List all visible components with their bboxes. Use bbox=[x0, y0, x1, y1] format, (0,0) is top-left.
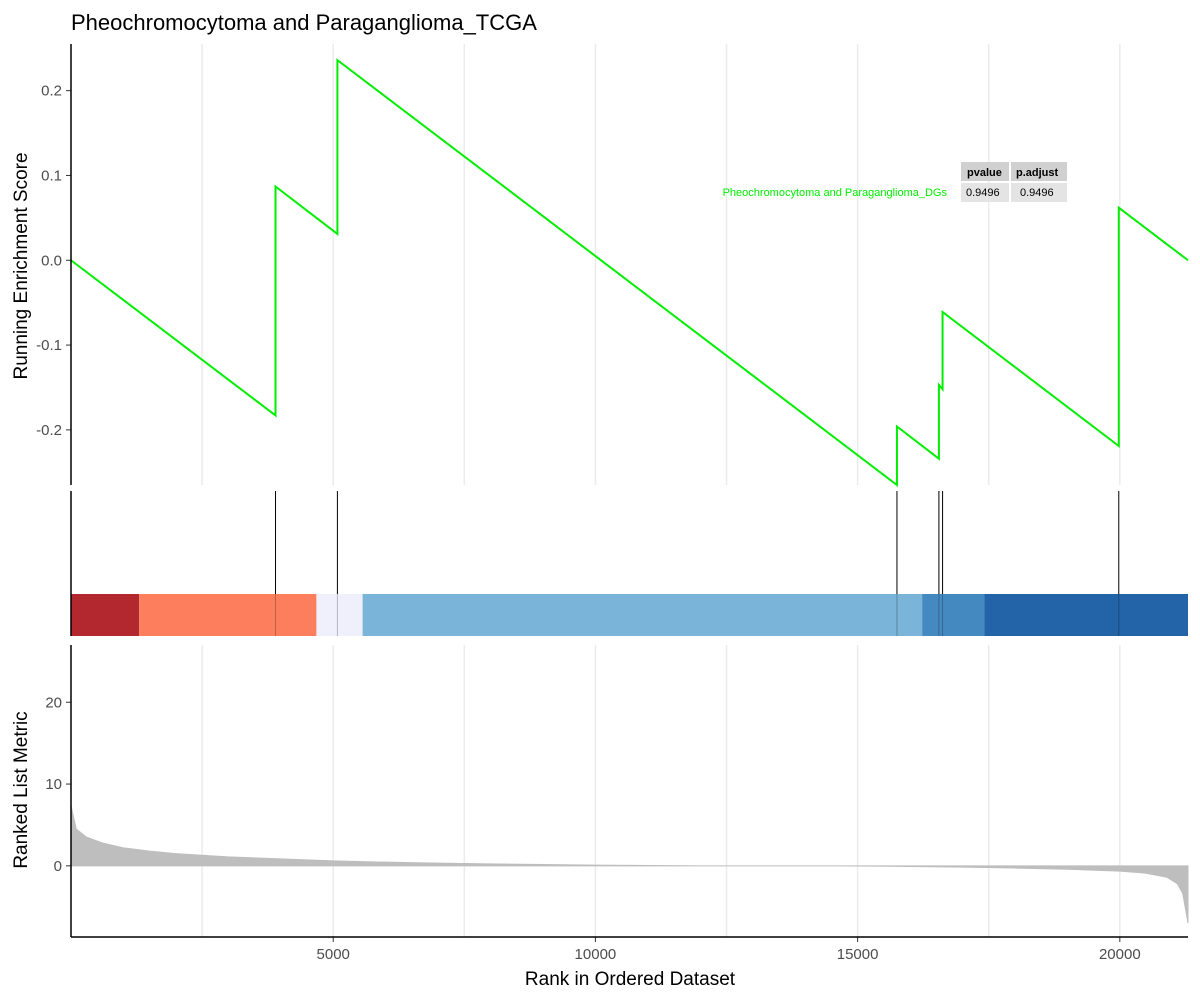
ranked-metric-y-ticks: 0 10 20 bbox=[45, 694, 71, 875]
y-axis-label-ranked-metric: Ranked List Metric bbox=[11, 711, 32, 868]
enrichment-y-tick-label: 0.2 bbox=[41, 83, 62, 100]
enrichment-y-tick-label: 0.1 bbox=[41, 167, 62, 184]
x-tick-label: 15000 bbox=[837, 946, 879, 963]
stats-cell-padjust: 0.9496 bbox=[1020, 187, 1054, 199]
axis-lines bbox=[70, 44, 1188, 938]
color-bar-segment bbox=[984, 594, 1188, 636]
stats-cell-pvalue: 0.9496 bbox=[966, 187, 1000, 199]
x-axis-ticks: 5000 10000 15000 20000 bbox=[317, 937, 1141, 963]
x-tick-label: 20000 bbox=[1099, 946, 1141, 963]
stats-cell-padjust-bg bbox=[1011, 183, 1067, 202]
color-bar-segment bbox=[139, 594, 317, 636]
enrichment-y-ticks: -0.2 -0.1 0.0 0.1 0.2 bbox=[36, 83, 71, 439]
enrichment-score-line bbox=[70, 58, 1189, 488]
ranked-metric-y-tick-label: 20 bbox=[45, 694, 62, 711]
x-tick-label: 5000 bbox=[317, 946, 350, 963]
chart-title: Pheochromocytoma and Paraganglioma_TCGA bbox=[71, 10, 537, 35]
stats-header-pvalue-bg bbox=[961, 162, 1009, 181]
stats-table: pvalue p.adjust Pheochromocytoma and Par… bbox=[723, 162, 1067, 202]
enrichment-y-tick-label: -0.2 bbox=[36, 422, 62, 439]
stats-header-pvalue: pvalue bbox=[967, 167, 1002, 179]
stats-header-padjust: p.adjust bbox=[1016, 167, 1059, 179]
x-axis-label: Rank in Ordered Dataset bbox=[525, 969, 736, 990]
ranked-metric-y-tick-label: 0 bbox=[54, 858, 62, 875]
color-bar-segment bbox=[922, 594, 985, 636]
stats-header-padjust-bg bbox=[1011, 162, 1067, 181]
color-bar-segment bbox=[316, 594, 363, 636]
x-tick-label: 10000 bbox=[575, 946, 617, 963]
ranked-metric-y-tick-label: 10 bbox=[45, 776, 62, 793]
stats-row-label: Pheochromocytoma and Paraganglioma_DGs bbox=[723, 187, 948, 199]
enrichment-y-tick-label: -0.1 bbox=[36, 337, 62, 354]
y-axis-label-enrichment: Running Enrichment Score bbox=[11, 152, 32, 379]
ranked-metric-grid bbox=[201, 645, 1121, 937]
hit-markers bbox=[275, 491, 1120, 594]
rank-color-bar bbox=[71, 594, 1188, 636]
enrichment-grid bbox=[201, 44, 1121, 485]
enrichment-y-tick-label: 0.0 bbox=[41, 252, 62, 269]
color-bar-segment bbox=[362, 594, 923, 636]
ranked-metric-area-group bbox=[70, 805, 1189, 924]
color-bar-segment bbox=[71, 594, 140, 636]
stats-cell-pvalue-bg bbox=[961, 183, 1009, 202]
ranked-metric-area bbox=[70, 805, 1189, 924]
enrichment-line-group bbox=[70, 58, 1189, 488]
